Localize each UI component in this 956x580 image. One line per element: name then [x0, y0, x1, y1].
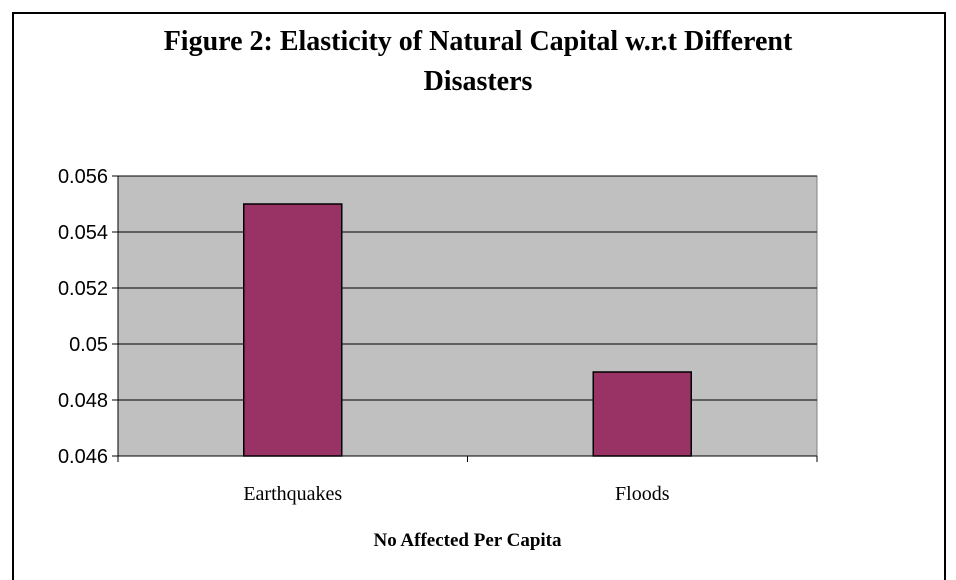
x-tick-label: Earthquakes — [243, 483, 342, 505]
y-tick-label: 0.056 — [58, 166, 108, 188]
y-tick-label: 0.05 — [69, 334, 108, 356]
x-tick-label: Floods — [615, 483, 670, 505]
x-axis-title: No Affected Per Capita — [373, 530, 562, 551]
y-tick-label: 0.052 — [58, 278, 108, 300]
x-axis-ticks: Earthquakes Floods — [117, 456, 818, 505]
y-tick-label: 0.046 — [58, 446, 108, 468]
bar-earthquakes — [243, 203, 343, 457]
bar-floods — [592, 371, 692, 457]
y-tick-label: 0.048 — [58, 390, 108, 412]
y-tick-label: 0.054 — [58, 222, 108, 244]
gridlines — [118, 175, 817, 457]
chart-title: Figure 2: Elasticity of Natural Capital … — [0, 22, 956, 102]
chart-frame — [12, 12, 946, 580]
plot-area — [117, 175, 818, 457]
chart-title-line-2: Disasters — [423, 66, 533, 97]
y-axis-ticks: 0.046 0.048 0.05 0.052 0.054 0.056 — [58, 166, 118, 468]
bars — [243, 203, 692, 457]
chart-title-line-1: Figure 2: Elasticity of Natural Capital … — [163, 26, 793, 57]
